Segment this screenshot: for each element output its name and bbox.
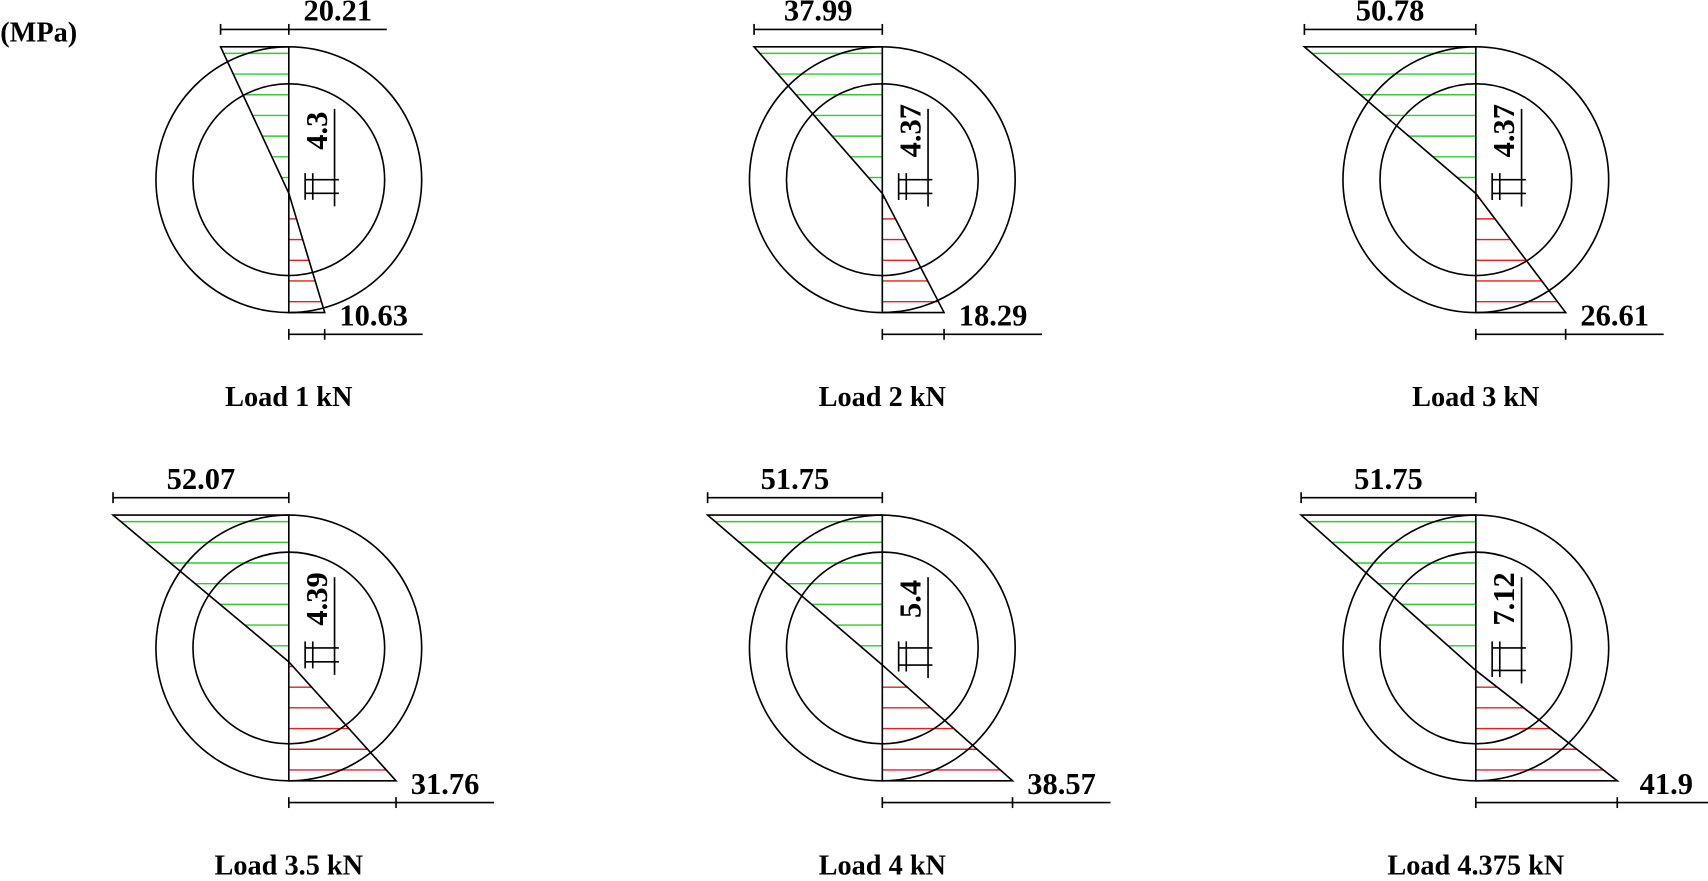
stress-profile	[1298, 514, 1620, 782]
stress-profile	[219, 46, 326, 314]
bottom-stress-label: 26.61	[1580, 299, 1649, 333]
panel-label: Load 3.5 kN	[215, 850, 364, 881]
panel-label: Load 2 kN	[819, 382, 947, 413]
top-stress-label: 51.75	[1354, 462, 1423, 496]
bottom-stress-label: 41.9	[1640, 767, 1693, 801]
bottom-stress-label: 38.57	[1027, 767, 1096, 801]
top-stress-label: 51.75	[761, 462, 830, 496]
stress-profile	[110, 514, 398, 782]
top-stress-label: 50.78	[1356, 0, 1425, 28]
offset-label: 4.37	[893, 104, 927, 157]
top-stress-label: 20.21	[304, 0, 373, 28]
stress-profile	[705, 514, 1015, 782]
panel-label: Load 1 kN	[225, 382, 353, 413]
offset-label: 7.12	[1487, 572, 1521, 625]
offset-label: 4.3	[300, 112, 334, 150]
panel-label: Load 3 kN	[1412, 382, 1540, 413]
stress-profile	[1302, 46, 1568, 314]
offset-label: 4.39	[300, 572, 334, 625]
panel-label: Load 4.375 kN	[1387, 850, 1564, 881]
bottom-stress-label: 10.63	[339, 299, 408, 333]
bottom-stress-label: 31.76	[411, 767, 480, 801]
unit-label: (MPa)	[0, 17, 77, 48]
offset-label: 5.4	[893, 580, 927, 618]
top-stress-label: 52.07	[167, 462, 236, 496]
stress-profile	[752, 46, 946, 314]
top-stress-label: 37.99	[784, 0, 853, 28]
panel-label: Load 4 kN	[819, 850, 947, 881]
bottom-stress-label: 18.29	[959, 299, 1028, 333]
offset-label: 4.37	[1487, 104, 1521, 157]
